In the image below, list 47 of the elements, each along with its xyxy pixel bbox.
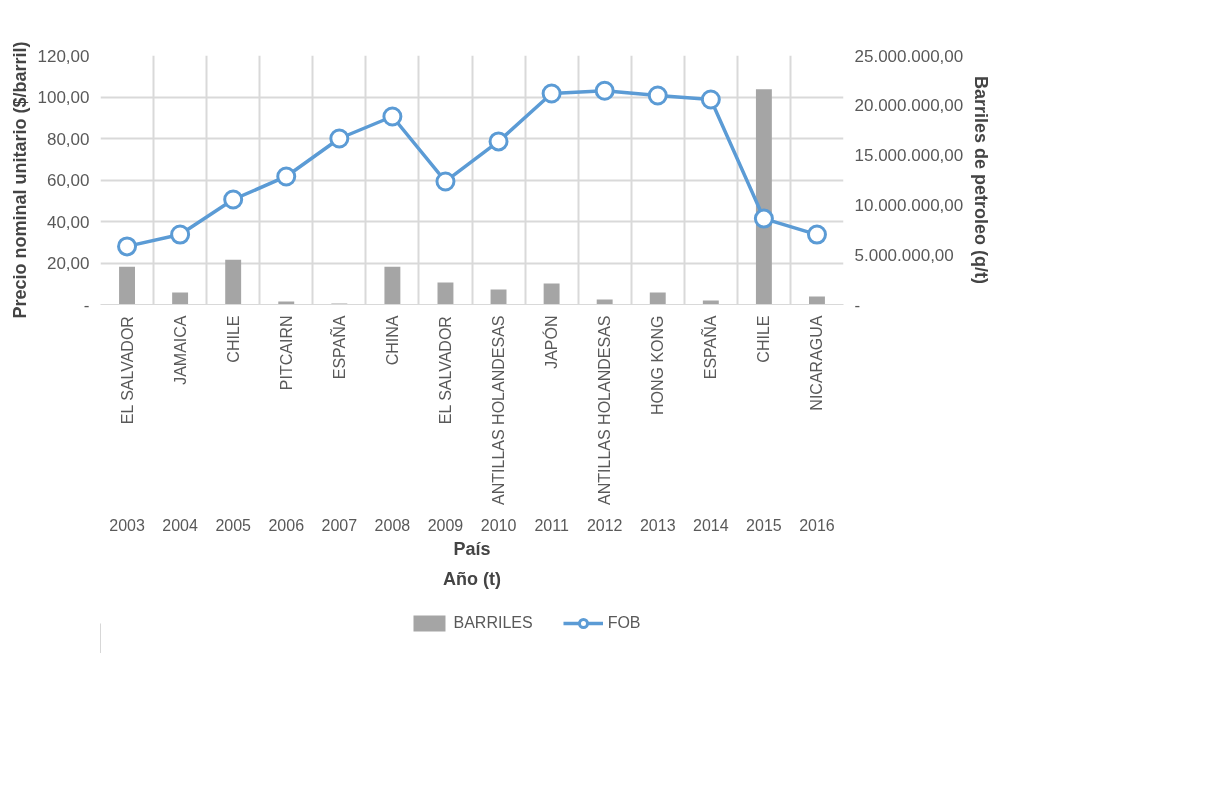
text: 2014 [693,516,729,534]
text: 2011 [534,516,569,534]
x-tick-label: EL SALVADOR [436,316,454,425]
y-tick-label: 80,00 [46,129,90,149]
y-tick-label: 40,00 [46,212,90,232]
y-tick-label: 120,00 [37,46,90,66]
y2-tick-label: 25.000.000,00 [854,46,964,66]
y-axis-title: Precio nominal unitario ($/barril) [9,41,30,319]
text: 2004 [162,516,199,534]
text: Año (t) [443,568,501,589]
y-tick-label: - [83,295,90,315]
x-tick-label: HONG KONG [649,315,667,416]
y2-tick-label: 10.000.000,00 [854,195,964,215]
text: 2008 [374,516,411,534]
text: 2009 [427,516,464,534]
x-tick-label: ANTILLAS HOLANDESAS [596,315,614,505]
y-tick-label: 100,00 [37,88,90,107]
y-tick-label: 60,00 [46,171,90,190]
x-tick-label: JAMAICA [171,315,189,385]
y2-tick-label: 20.000.000,00 [854,96,964,116]
text: 2013 [639,516,676,534]
x-tick-label: NICARAGUA [808,315,826,411]
text: 2010 [480,516,517,534]
y2-axis-title: Barriles de petroleo (q/t) [971,75,992,285]
text: 2015 [746,516,782,534]
text: 2007 [321,516,358,534]
legend-label: FOB [607,614,641,632]
legend-label: BARRILES [453,614,533,632]
x-tick-label: ESPAÑA [328,315,348,380]
x-tick-label: CHINA [383,315,401,366]
y-tick-label: 20,00 [46,254,90,273]
x-tick-label: EL SALVADOR [118,316,136,425]
x-axis-title: País [453,538,491,559]
y2-tick-label: 15.000.000,00 [854,146,964,166]
x-tick-label: JAPÓN [542,315,561,369]
y2-tick-label: - [854,295,861,315]
x-tick-label: CHILE [224,315,242,363]
y2-tick-label: 5.000.000,00 [854,245,954,265]
text: 2003 [109,516,145,534]
text: 2005 [215,516,252,534]
x-tick-label: ESPAÑA [700,315,720,380]
text: 2016 [799,516,835,534]
text: 2006 [268,516,305,534]
x-tick-label: CHILE [755,315,773,363]
text: 2012 [586,516,623,534]
x-tick-label: ANTILLAS HOLANDESAS [490,315,508,505]
x-tick-label: PITCAIRN [277,315,295,391]
